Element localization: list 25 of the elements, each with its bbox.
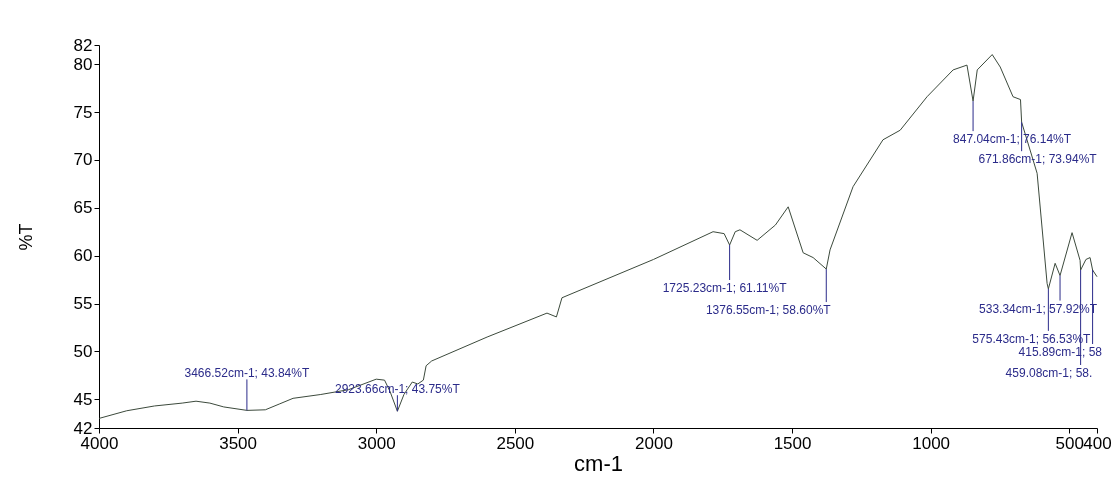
y-tick-label: 60 (73, 246, 93, 266)
x-tick-label: 400 (1083, 433, 1112, 453)
x-tick-label: 1000 (912, 433, 951, 453)
y-tick-label: 50 (73, 341, 93, 361)
x-tick-label: 1500 (773, 433, 812, 453)
annotation: 459.08cm-1; 58. (1005, 366, 1093, 381)
y-tick-label: 45 (73, 389, 93, 409)
y-tick-label: 80 (73, 54, 93, 74)
x-tick-label: 2000 (635, 433, 673, 453)
x-axis-title: cm-1 (574, 450, 623, 476)
annotation: 3466.52cm-1; 43.84%T (184, 366, 310, 381)
x-tick-label: 3000 (357, 433, 396, 453)
y-tick-label: 75 (73, 102, 93, 122)
x-tick-label: 3500 (219, 433, 258, 453)
y-tick-label: 70 (73, 150, 93, 170)
y-tick-label: 65 (73, 198, 93, 218)
y-tick-label: 82 (73, 35, 93, 55)
annotation: 847.04cm-1; 76.14%T (953, 132, 1072, 147)
annotation: 671.86cm-1; 73.94%T (978, 152, 1098, 167)
x-tick-label: 500 (1055, 433, 1084, 453)
y-tick-label: 55 (73, 294, 93, 314)
annotation: 1376.55cm-1; 58.60%T (705, 303, 832, 318)
y-axis-title: %T (15, 223, 36, 251)
annotation: 1725.23cm-1; 61.11%T (662, 281, 788, 296)
x-tick-label: 2500 (496, 433, 535, 453)
